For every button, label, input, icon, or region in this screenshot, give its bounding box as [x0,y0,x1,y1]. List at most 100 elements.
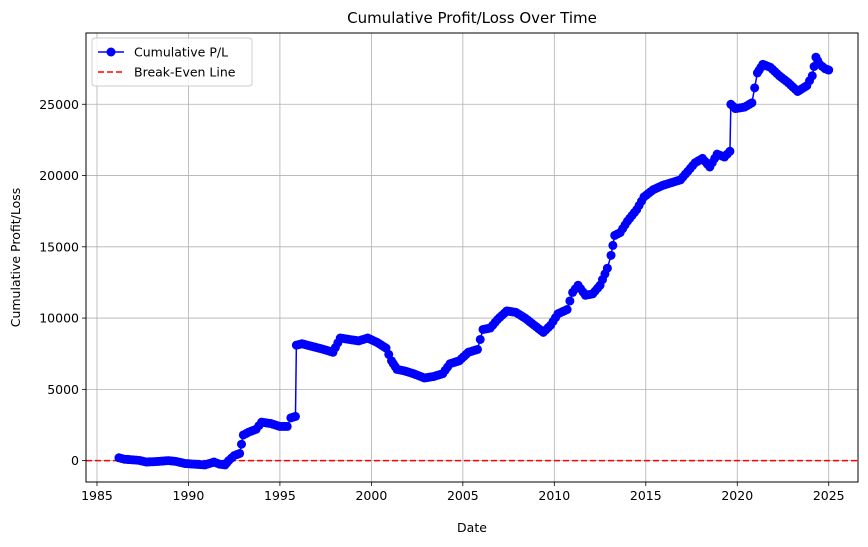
series-point [308,342,318,352]
series-point [154,456,164,466]
series-point [485,323,495,333]
x-axis-label: Date [457,520,487,535]
legend: Cumulative P/L Break-Even Line [91,37,253,87]
x-tick-label: 2010 [538,488,570,503]
series-point [573,280,583,290]
series-point-fill [475,334,485,344]
series-point [811,52,821,62]
series-point [163,456,173,466]
series-point [758,59,768,69]
series-point [251,424,261,434]
legend-entry-break-even: Break-Even Line [134,65,236,80]
series-point [493,315,503,325]
series-point [235,448,245,458]
series-point [705,162,715,172]
x-tick-label: 1990 [173,488,205,503]
series-point [747,98,757,108]
legend-box [91,37,253,87]
series-point [802,81,812,91]
series-point [639,192,649,202]
series-point [793,86,803,96]
series-point [354,336,364,346]
series-point-fill [565,296,575,306]
series-point [622,216,632,226]
series-point [725,146,735,156]
series-point [666,178,676,188]
series-point [712,149,722,159]
x-tick-label: 2025 [813,488,845,503]
y-tick-label: 10000 [39,311,79,326]
series-point [463,347,473,357]
series-point [730,104,740,114]
series-point [615,228,625,238]
series-point [562,305,572,315]
series-point [568,287,578,297]
series-point [472,344,482,354]
series-point [511,307,521,317]
series-point [328,347,338,357]
series-point [141,457,151,467]
x-tick-label: 2005 [447,488,479,503]
x-tick-label: 1995 [264,488,296,503]
series-point [200,460,210,470]
series-point [392,364,402,374]
y-axis-ticks: 0 5000 10000 15000 20000 25000 [39,97,86,468]
x-tick-label: 2020 [721,488,753,503]
series-point [595,280,605,290]
series-point [344,334,354,344]
series-point [454,356,464,366]
series-point [657,181,667,191]
series-point [719,152,729,162]
series-point [381,343,391,353]
series-point-fill [750,83,760,93]
series-point [266,419,276,429]
legend-entry-cumulative-pl: Cumulative P/L [134,45,228,60]
series-point [180,458,190,468]
series-point [740,102,750,112]
series-point [335,333,345,343]
series-point [606,250,616,260]
series-point [520,313,530,323]
series-point [244,427,254,437]
series-point [119,454,129,464]
series-point [602,263,612,273]
series-point [553,309,563,319]
series-point [546,320,556,330]
y-axis-label: Cumulative Profit/Loss [8,188,23,328]
series-point [774,71,784,81]
series-point [387,356,397,366]
series-point [502,306,512,316]
series-point [290,411,300,421]
series-point [752,68,762,78]
series-point [690,158,700,168]
series-cumulative-pl [114,52,834,470]
x-axis-ticks: 1985 1990 1995 2000 2005 2010 2015 2020 2025 [81,482,845,503]
series-point [698,153,708,163]
series-point [429,372,439,382]
series-point [399,366,409,376]
series-point [648,185,658,195]
y-tick-label: 25000 [39,97,79,112]
series-point [632,205,642,215]
series-point [783,78,793,88]
series-point [580,290,590,300]
series-point [807,71,817,81]
series-point [372,337,382,347]
series-point [275,421,285,431]
series-point [419,373,429,383]
series-point [824,65,834,75]
y-tick-label: 5000 [47,382,79,397]
series-point [438,369,448,379]
x-tick-label: 2015 [630,488,662,503]
series-point [257,417,267,427]
series-point [363,333,373,343]
legend-marker-cumulative-pl [106,47,116,57]
series-point [134,455,144,465]
series-point [529,320,539,330]
series-point [445,359,455,369]
series-point [683,166,693,176]
series-point-fill [236,439,246,449]
y-tick-label: 0 [71,453,79,468]
y-tick-label: 20000 [39,168,79,183]
